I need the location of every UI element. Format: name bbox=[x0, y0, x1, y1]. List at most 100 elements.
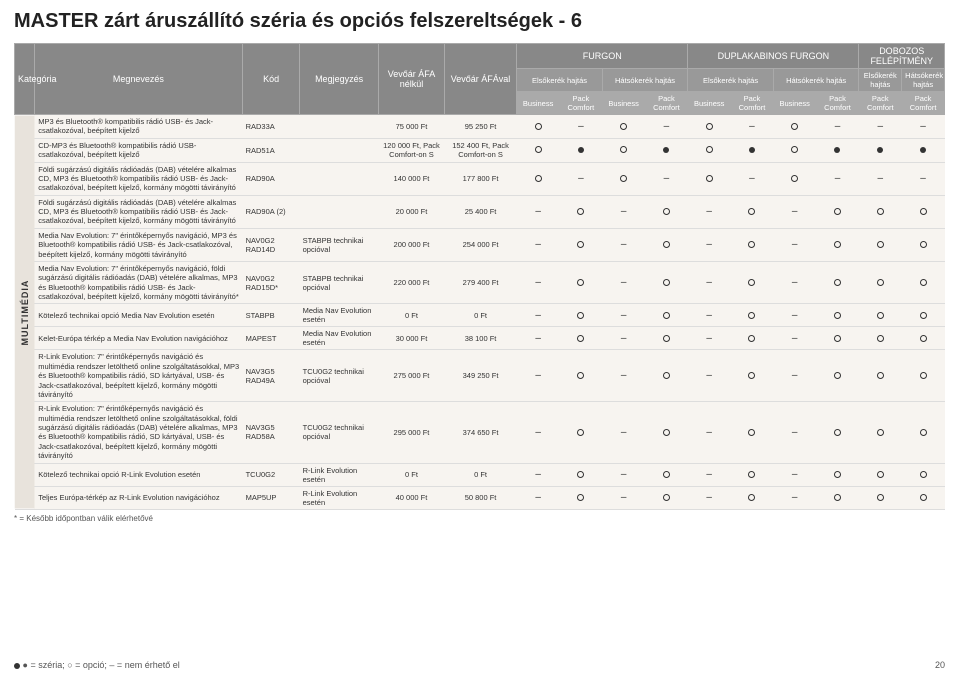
cell-availability bbox=[602, 162, 645, 195]
cell-availability: – bbox=[731, 115, 774, 139]
cell-price-gross: 374 650 Ft bbox=[444, 402, 516, 463]
cell-note bbox=[300, 138, 379, 162]
cell-availability: – bbox=[816, 162, 859, 195]
cell-availability bbox=[816, 463, 859, 486]
cell-desc: Media Nav Evolution: 7" érintőképernyős … bbox=[34, 228, 242, 261]
cell-price-gross: 152 400 Ft, Pack Comfort-on S bbox=[444, 138, 516, 162]
header-drive: Elsőkerék hajtás bbox=[517, 69, 603, 92]
cell-availability: – bbox=[517, 463, 560, 486]
cell-availability: – bbox=[602, 327, 645, 350]
cell-availability: – bbox=[645, 115, 688, 139]
cell-availability: – bbox=[859, 162, 902, 195]
cell-availability: – bbox=[688, 261, 731, 304]
cell-code: MAPEST bbox=[243, 327, 300, 350]
cell-availability: – bbox=[688, 350, 731, 402]
cell-price-gross: 279 400 Ft bbox=[444, 261, 516, 304]
cell-price-net: 30 000 Ft bbox=[379, 327, 445, 350]
header-note: Megjegyzés bbox=[300, 44, 379, 115]
cell-note: TCU0G2 technikai opcióval bbox=[300, 402, 379, 463]
cell-code: NAV0G2 RAD15D* bbox=[243, 261, 300, 304]
cell-code: STABPB bbox=[243, 304, 300, 327]
cell-availability: – bbox=[688, 402, 731, 463]
table-row: Földi sugárzású digitális rádióadás (DAB… bbox=[15, 162, 945, 195]
cell-availability bbox=[902, 486, 945, 509]
header-desc: Megnevezés bbox=[34, 44, 242, 115]
category-cell: MULTIMÉDIA bbox=[15, 115, 35, 510]
cell-availability: – bbox=[773, 228, 816, 261]
cell-availability: – bbox=[602, 195, 645, 228]
cell-note: TCU0G2 technikai opcióval bbox=[300, 350, 379, 402]
cell-desc: Kötelező technikai opció R-Link Evolutio… bbox=[34, 463, 242, 486]
footnote: * = Később időpontban válik elérhetővé bbox=[14, 514, 945, 523]
header-trim: Pack Comfort bbox=[816, 92, 859, 115]
cell-availability: – bbox=[688, 228, 731, 261]
cell-availability bbox=[645, 138, 688, 162]
cell-note: Media Nav Evolution esetén bbox=[300, 327, 379, 350]
cell-note bbox=[300, 115, 379, 139]
cell-price-net: 120 000 Ft, Pack Comfort-on S bbox=[379, 138, 445, 162]
header-trim: Business bbox=[602, 92, 645, 115]
cell-availability bbox=[645, 486, 688, 509]
cell-note: STABPB technikai opcióval bbox=[300, 261, 379, 304]
cell-availability: – bbox=[731, 162, 774, 195]
header-price-gross: Vevőár ÁFÁval bbox=[444, 44, 516, 115]
header-trim: Pack Comfort bbox=[859, 92, 902, 115]
header-category: Kategória bbox=[15, 44, 35, 115]
header-drive: Elsőkerék hajtás bbox=[688, 69, 774, 92]
table-row: Kötelező technikai opció Media Nav Evolu… bbox=[15, 304, 945, 327]
cell-availability bbox=[816, 304, 859, 327]
legend-text: ● = széria; ○ = opció; – = nem érhető el bbox=[23, 660, 180, 670]
cell-availability bbox=[560, 138, 603, 162]
cell-availability: – bbox=[688, 304, 731, 327]
cell-availability: – bbox=[602, 261, 645, 304]
header-trim: Business bbox=[688, 92, 731, 115]
cell-availability: – bbox=[773, 304, 816, 327]
cell-price-net: 75 000 Ft bbox=[379, 115, 445, 139]
cell-price-gross: 95 250 Ft bbox=[444, 115, 516, 139]
cell-availability bbox=[859, 228, 902, 261]
cell-availability bbox=[731, 327, 774, 350]
cell-availability: – bbox=[773, 402, 816, 463]
cell-desc: CD-MP3 és Bluetooth® kompatibilis rádió … bbox=[34, 138, 242, 162]
cell-code: NAV3G5 RAD58A bbox=[243, 402, 300, 463]
cell-price-net: 275 000 Ft bbox=[379, 350, 445, 402]
header-trim: Business bbox=[773, 92, 816, 115]
page-number: 20 bbox=[935, 660, 945, 670]
cell-availability bbox=[688, 138, 731, 162]
cell-note: Media Nav Evolution esetén bbox=[300, 304, 379, 327]
cell-availability bbox=[859, 327, 902, 350]
cell-desc: R-Link Evolution: 7" érintőképernyős nav… bbox=[34, 350, 242, 402]
header-price-net: Vevőár ÁFA nélkül bbox=[379, 44, 445, 115]
cell-availability: – bbox=[517, 228, 560, 261]
cell-availability bbox=[645, 228, 688, 261]
cell-price-gross: 0 Ft bbox=[444, 304, 516, 327]
header-groups-row: Kategória Megnevezés Kód Megjegyzés Vevő… bbox=[15, 44, 945, 69]
cell-availability: – bbox=[859, 115, 902, 139]
header-drive: Hátsókerék hajtás bbox=[602, 69, 688, 92]
cell-desc: Kelet-Európa térkép a Media Nav Evolutio… bbox=[34, 327, 242, 350]
cell-availability bbox=[560, 228, 603, 261]
cell-availability: – bbox=[560, 115, 603, 139]
cell-availability bbox=[560, 304, 603, 327]
header-trim: Pack Comfort bbox=[645, 92, 688, 115]
header-drive: Hátsókerék hajtás bbox=[902, 69, 945, 92]
cell-code: NAV3G5 RAD49A bbox=[243, 350, 300, 402]
cell-availability bbox=[560, 350, 603, 402]
cell-code: NAV0G2 RAD14D bbox=[243, 228, 300, 261]
cell-desc: MP3 és Bluetooth® kompatibilis rádió USB… bbox=[34, 115, 242, 139]
cell-code: RAD90A (2) bbox=[243, 195, 300, 228]
cell-price-net: 0 Ft bbox=[379, 304, 445, 327]
cell-availability bbox=[816, 486, 859, 509]
header-group-furgon: FURGON bbox=[517, 44, 688, 69]
cell-availability bbox=[859, 350, 902, 402]
cell-note: R-Link Evolution esetén bbox=[300, 486, 379, 509]
cell-price-net: 295 000 Ft bbox=[379, 402, 445, 463]
cell-availability bbox=[517, 115, 560, 139]
table-row: R-Link Evolution: 7" érintőképernyős nav… bbox=[15, 402, 945, 463]
cell-price-net: 220 000 Ft bbox=[379, 261, 445, 304]
cell-note bbox=[300, 195, 379, 228]
cell-availability: – bbox=[688, 327, 731, 350]
cell-availability bbox=[731, 402, 774, 463]
cell-availability bbox=[645, 195, 688, 228]
cell-note bbox=[300, 162, 379, 195]
